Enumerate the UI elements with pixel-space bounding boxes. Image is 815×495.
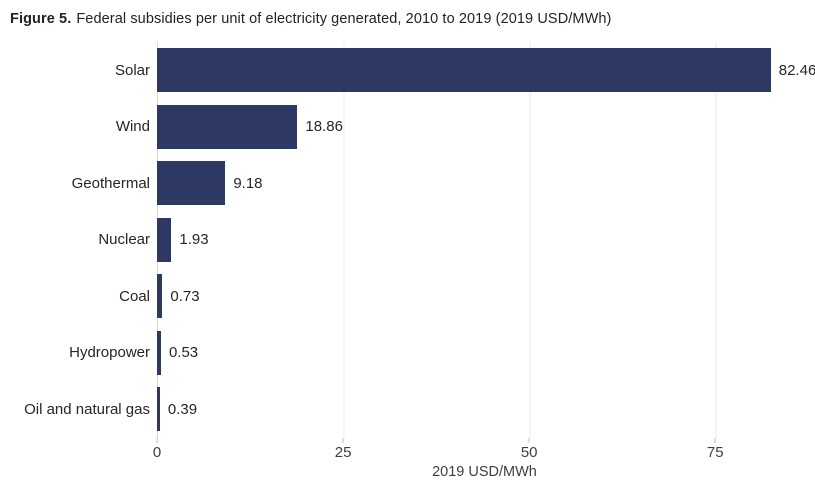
bar-track: 18.86 (157, 99, 815, 156)
figure-title-text: Federal subsidies per unit of electricit… (76, 11, 612, 27)
chart-title: Figure 5. Federal subsidies per unit of e… (10, 11, 611, 27)
axis-tick (342, 438, 344, 443)
value-label: 18.86 (305, 118, 343, 136)
bar-row: Hydropower 0.53 (0, 325, 815, 382)
value-label: 82.46 (778, 61, 815, 79)
x-tick-label: 50 (520, 444, 538, 461)
bar-track: 9.18 (157, 155, 815, 212)
gridline (715, 42, 717, 438)
value-label: 1.93 (179, 231, 209, 249)
bar-row: Geothermal 9.18 (0, 155, 815, 212)
category-label: Oil and natural gas (24, 400, 150, 418)
bar-geothermal (157, 161, 226, 206)
bar-track: 0.73 (157, 268, 815, 325)
bar-track: 1.93 (157, 212, 815, 269)
axis-tick (156, 438, 158, 443)
bar-row: Solar 82.46 (0, 42, 815, 99)
x-axis-tick-labels: 0 25 50 75 (153, 444, 812, 462)
bar-track: 0.39 (157, 381, 815, 438)
bar-track: 0.53 (157, 325, 815, 382)
category-label: Hydropower (69, 344, 150, 362)
category-label: Nuclear (98, 231, 150, 249)
x-axis: 0 25 50 75 2019 USD/MWh (153, 438, 812, 480)
bar-rows: Solar 82.46 Wind 18.86 Geothermal 9.18 N… (0, 42, 815, 438)
x-tick-label: 75 (706, 444, 724, 461)
x-tick-label: 0 (152, 444, 162, 461)
value-label: 0.53 (168, 344, 199, 362)
x-tick-label: 25 (334, 444, 352, 461)
bar-row: Wind 18.86 (0, 99, 815, 156)
bar-row: Coal 0.73 (0, 268, 815, 325)
value-label: 9.18 (233, 174, 263, 192)
bar-nuclear (157, 217, 172, 262)
axis-tick (714, 438, 716, 443)
value-label: 0.39 (167, 400, 198, 418)
bar-row: Nuclear 1.93 (0, 212, 815, 269)
bar-coal (157, 274, 163, 319)
category-label: Coal (119, 287, 150, 305)
bar-solar (157, 48, 771, 93)
x-axis-ticks (156, 438, 812, 444)
bar-wind (157, 104, 298, 149)
category-label: Solar (114, 61, 150, 79)
x-axis-label: 2019 USD/MWh (432, 464, 537, 480)
bar-hydropower (157, 330, 161, 375)
category-label: Geothermal (71, 174, 150, 192)
bar-track: 82.46 (157, 42, 815, 99)
bar-chart: Solar 82.46 Wind 18.86 Geothermal 9.18 N… (0, 42, 815, 480)
value-label: 0.73 (170, 287, 200, 305)
category-label: Wind (115, 118, 150, 136)
figure-number: Figure 5. (10, 11, 72, 27)
gridline (343, 42, 345, 438)
gridline (529, 42, 531, 438)
bar-oil-and-natural-gas (157, 387, 160, 432)
bar-row: Oil and natural gas 0.39 (0, 381, 815, 438)
axis-tick (528, 438, 530, 443)
